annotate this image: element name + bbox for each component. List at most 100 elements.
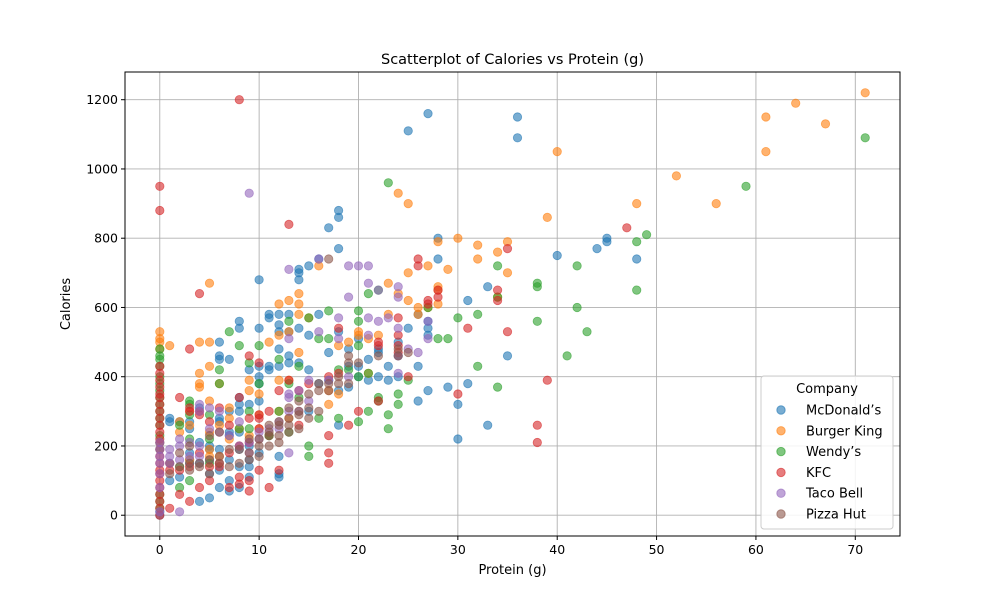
data-point — [433, 285, 443, 295]
data-point — [264, 441, 274, 451]
data-point — [304, 313, 314, 323]
data-point — [552, 250, 562, 261]
data-point — [204, 278, 215, 288]
y-tick-label: 200 — [94, 438, 118, 453]
data-point — [333, 205, 344, 216]
data-point — [562, 351, 572, 361]
data-point — [443, 264, 453, 274]
data-point — [165, 444, 175, 454]
data-point — [512, 133, 523, 143]
data-point — [204, 337, 215, 347]
data-point — [532, 437, 542, 448]
data-point — [413, 396, 423, 406]
data-point — [284, 375, 294, 385]
data-point — [622, 223, 632, 233]
data-point — [343, 378, 354, 389]
data-point — [204, 403, 215, 413]
data-point — [532, 316, 542, 326]
series-3 — [155, 95, 632, 520]
data-point — [274, 406, 284, 416]
legend-label: Burger King — [806, 424, 883, 439]
data-point — [343, 292, 354, 302]
data-point — [324, 347, 334, 358]
data-point — [165, 340, 175, 351]
data-point — [224, 482, 234, 493]
data-point — [304, 261, 314, 271]
legend-label: Wendy’s — [806, 445, 861, 460]
data-point — [393, 389, 403, 399]
data-point — [373, 316, 383, 326]
data-point — [393, 282, 403, 292]
data-point — [165, 503, 175, 513]
data-point — [632, 254, 642, 264]
data-point — [254, 434, 264, 444]
data-point — [363, 261, 373, 271]
data-point — [502, 244, 513, 254]
data-point — [155, 205, 165, 216]
data-point — [304, 389, 314, 399]
data-point — [324, 430, 334, 441]
data-point — [244, 475, 254, 486]
data-point — [204, 430, 215, 441]
legend-marker — [776, 405, 786, 415]
data-point — [254, 340, 264, 351]
data-point — [473, 254, 483, 264]
data-point — [294, 323, 304, 333]
data-point — [353, 417, 364, 427]
data-point — [333, 413, 344, 423]
data-point — [294, 288, 304, 299]
data-point — [274, 430, 284, 441]
data-point — [353, 261, 364, 271]
data-point — [234, 340, 244, 351]
data-point — [194, 337, 205, 347]
legend: Company McDonald’s Burger King Wendy’s KFC T… — [760, 375, 894, 530]
data-point — [333, 333, 344, 344]
legend-label: Taco Bell — [805, 487, 863, 502]
x-tick-label: 50 — [649, 542, 665, 557]
data-point — [244, 448, 254, 458]
data-point — [204, 493, 215, 503]
data-point — [363, 288, 373, 299]
data-point — [165, 413, 175, 423]
data-point — [284, 448, 294, 458]
data-point — [254, 451, 264, 461]
data-point — [224, 444, 234, 454]
data-point — [502, 351, 513, 361]
data-point — [443, 333, 453, 344]
data-point — [194, 458, 205, 468]
y-tick-label: 1200 — [86, 92, 118, 107]
data-point — [284, 413, 294, 423]
data-point — [284, 333, 294, 344]
data-point — [264, 482, 274, 493]
data-point — [175, 392, 185, 403]
data-point — [224, 462, 234, 472]
data-point — [333, 372, 344, 382]
data-point — [294, 264, 304, 274]
data-point — [185, 403, 195, 413]
data-point — [185, 344, 195, 354]
data-point — [304, 451, 314, 461]
data-point — [453, 389, 463, 399]
y-tick-label: 600 — [94, 300, 118, 315]
data-point — [343, 351, 354, 361]
data-point — [155, 361, 165, 371]
legend-title: Company — [796, 382, 858, 397]
data-point — [214, 406, 224, 416]
data-point — [333, 389, 344, 399]
y-axis-label: Calories — [59, 278, 74, 331]
data-point — [284, 316, 294, 326]
data-point — [175, 489, 185, 499]
data-point — [204, 469, 215, 479]
data-point — [244, 486, 254, 496]
data-point — [175, 448, 185, 458]
data-point — [413, 347, 423, 358]
data-point — [294, 406, 304, 416]
data-point — [234, 95, 244, 105]
data-point — [423, 261, 433, 271]
data-point — [234, 417, 244, 427]
data-point — [383, 361, 393, 371]
data-point — [353, 340, 364, 351]
data-point — [423, 295, 433, 306]
data-point — [274, 375, 284, 385]
